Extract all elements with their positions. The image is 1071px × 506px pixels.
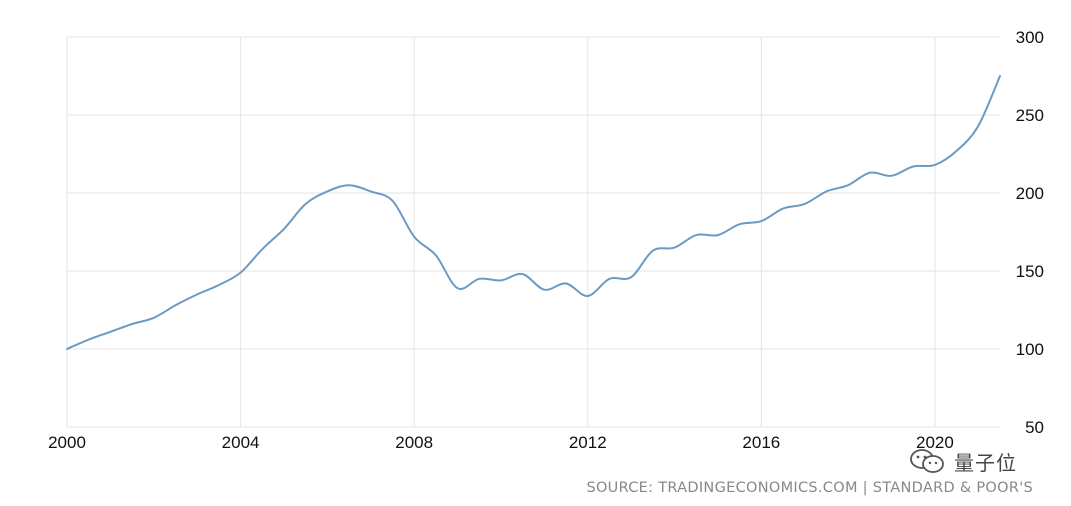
- y-tick-label: 150: [1016, 262, 1044, 281]
- gridlines: [66, 36, 1000, 428]
- watermark: 量子位: [908, 446, 1017, 476]
- series-line: [66, 75, 1001, 350]
- watermark-text: 量子位: [954, 450, 1017, 475]
- y-tick-label: 50: [1025, 418, 1044, 437]
- wechat-icon: [910, 449, 944, 473]
- x-axis: 2000 2004 2008 2012 2016 2020: [48, 433, 954, 452]
- y-axis: 50 100 150 200 250 300: [1016, 28, 1044, 437]
- x-tick-label: 2012: [569, 433, 607, 452]
- y-tick-label: 250: [1016, 106, 1044, 125]
- x-tick-label: 2008: [395, 433, 433, 452]
- x-tick-label: 2004: [222, 433, 260, 452]
- y-tick-label: 300: [1016, 28, 1044, 47]
- x-tick-label: 2000: [48, 433, 86, 452]
- y-tick-label: 100: [1016, 340, 1044, 359]
- x-tick-label: 2016: [742, 433, 780, 452]
- source-credit: SOURCE: TRADINGECONOMICS.COM | STANDARD …: [586, 480, 1033, 496]
- x-tick-label: 2020: [916, 433, 954, 452]
- y-tick-label: 200: [1016, 184, 1044, 203]
